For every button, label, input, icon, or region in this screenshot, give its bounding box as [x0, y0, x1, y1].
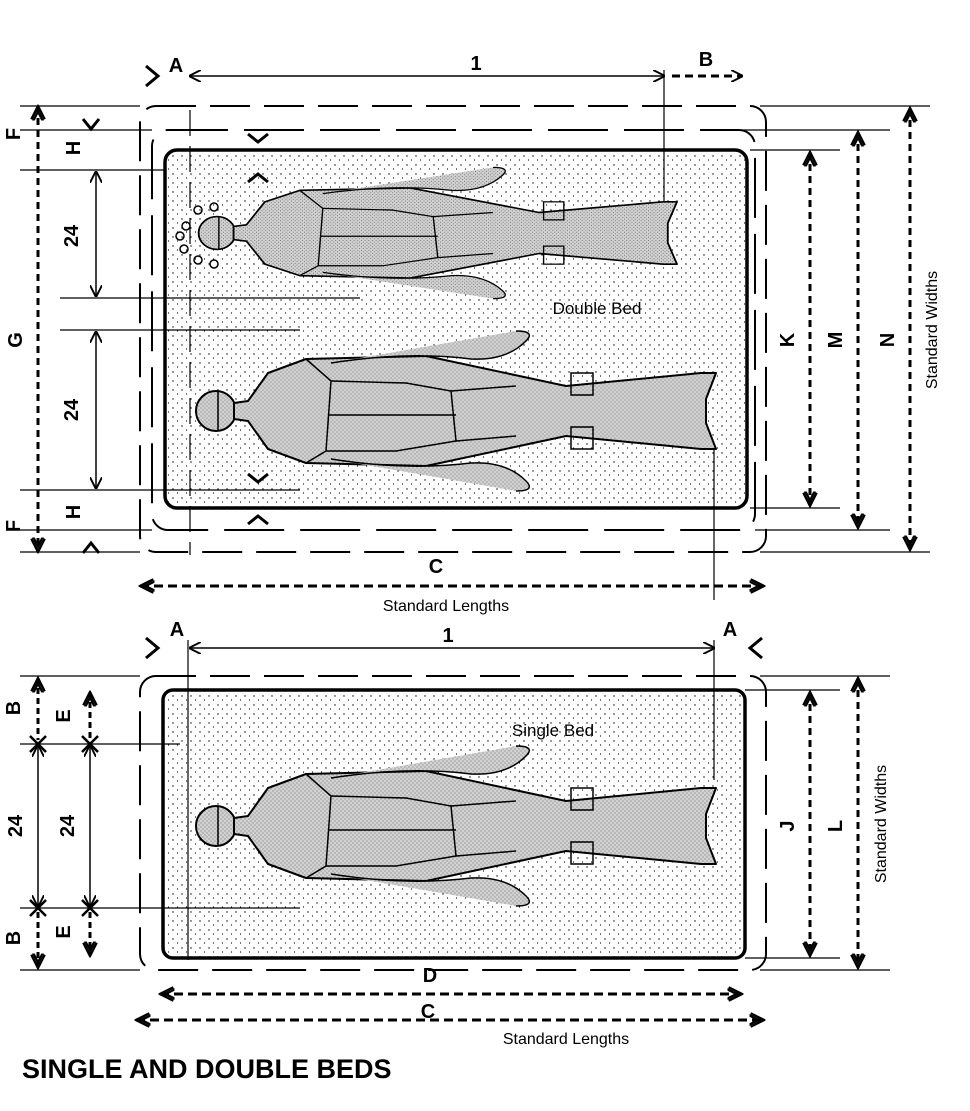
- dimension-1-label: 1: [470, 53, 481, 75]
- dimension-j-label: J: [777, 820, 799, 831]
- dimension-f-top-label: F: [3, 128, 25, 140]
- dimension-a-label: A: [169, 55, 183, 77]
- single-bed-lengths-label: Standard Lengths: [503, 1031, 629, 1048]
- single-dimension-e-top-label: E: [53, 709, 75, 722]
- head-clearance-marks: [175, 202, 219, 269]
- dimension-h-bottom-label: H: [63, 505, 85, 519]
- single-bed-clearance-outline: [139, 675, 767, 971]
- page-title: SINGLE AND DOUBLE BEDS: [22, 1054, 392, 1084]
- double-bed-widths-label: Standard Widths: [924, 271, 941, 389]
- dimension-k-label: K: [777, 332, 799, 347]
- double-bed-name: Double Bed: [553, 299, 642, 318]
- double-bed: 1 A B G F F H H 24 24 K M N Standard Wid…: [3, 49, 941, 615]
- single-person-width-inner-label: 24: [57, 814, 79, 837]
- dimension-g-label: G: [5, 332, 27, 348]
- single-bed: 1 A A B B E E 24 24 J L Standard Widths …: [3, 619, 890, 1048]
- single-bed-widths-label: Standard Widths: [873, 765, 890, 883]
- dimension-h-top-label: H: [63, 141, 85, 155]
- dimension-m-label: M: [825, 332, 847, 349]
- dimension-f-bottom-label: F: [3, 520, 25, 532]
- single-person-width-outer-label: 24: [5, 814, 27, 837]
- dimension-n-label: N: [877, 333, 899, 347]
- dimension-c-label: C: [429, 556, 443, 578]
- single-dimension-e-bottom-label: E: [53, 925, 75, 938]
- single-dimension-1-label: 1: [442, 625, 453, 647]
- double-bed-clearance-outline: [139, 105, 767, 553]
- single-dimension-a-left-label: A: [170, 619, 184, 641]
- double-bed-lengths-label: Standard Lengths: [383, 598, 509, 615]
- single-dimension-c-label: C: [421, 1001, 435, 1023]
- single-dimension-b-bottom-label: B: [3, 931, 25, 945]
- dimension-d-label: D: [423, 965, 437, 987]
- single-dimension-a-right-label: A: [723, 619, 737, 641]
- dimension-b-label: B: [699, 49, 713, 71]
- double-bed-clearance-ticks: [81, 118, 269, 554]
- single-dimension-b-top-label: B: [3, 701, 25, 715]
- dimension-l-label: L: [825, 820, 847, 832]
- person-width-bottom-label: 24: [61, 398, 83, 421]
- person-width-top-label: 24: [61, 224, 83, 247]
- single-bed-name: Single Bed: [512, 721, 594, 740]
